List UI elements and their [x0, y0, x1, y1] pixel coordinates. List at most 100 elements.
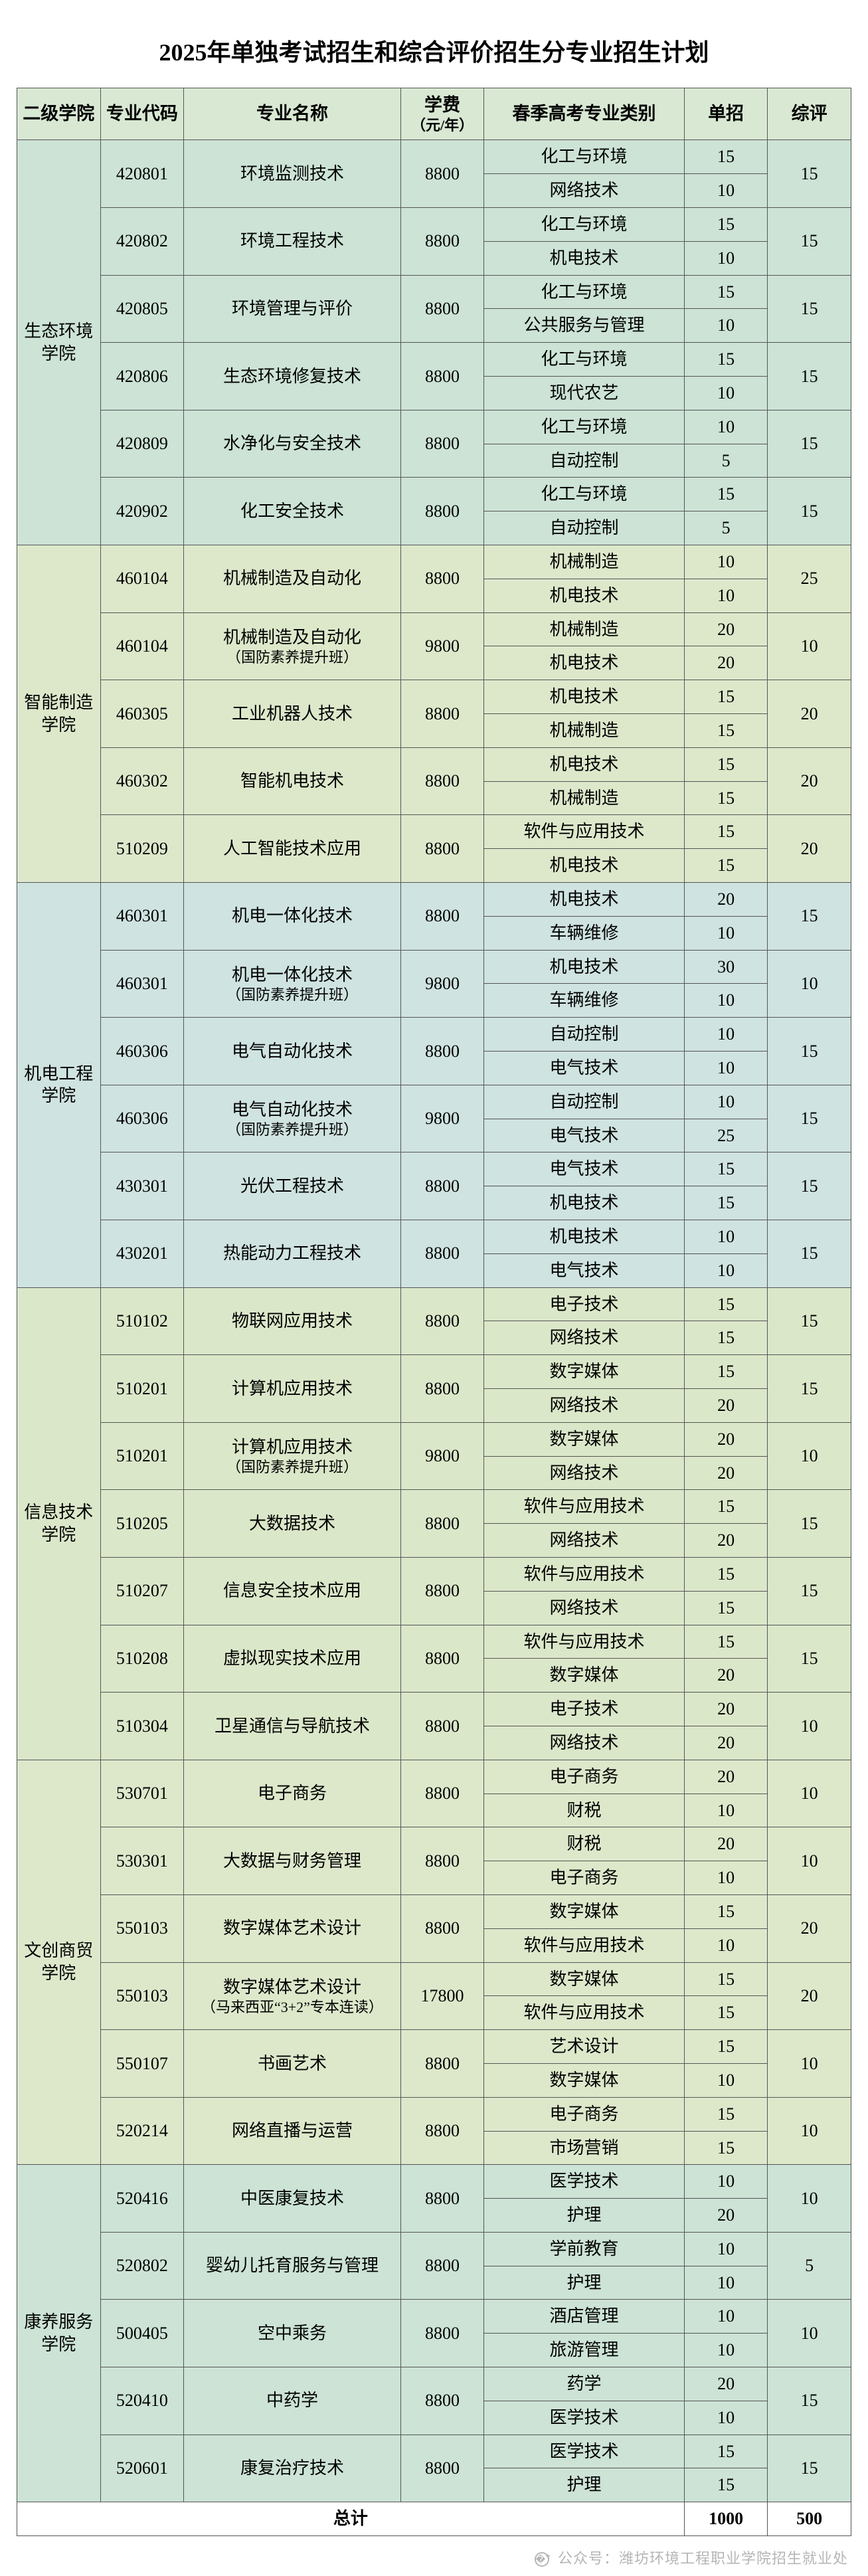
cell-category: 自动控制: [484, 1085, 684, 1119]
cell-category: 现代农艺: [484, 377, 684, 411]
cell-single: 10: [684, 579, 768, 612]
table-row: 430201热能动力工程技术8800机电技术1015: [17, 1220, 851, 1253]
cell-major-name: 环境监测技术: [184, 140, 401, 208]
cell-code: 420801: [100, 140, 184, 208]
cell-college: 机电工程学院: [17, 883, 101, 1288]
cell-category: 数字媒体: [484, 1422, 684, 1456]
cell-code: 420809: [100, 410, 184, 478]
cell-category: 机电技术: [484, 950, 684, 984]
cell-single: 10: [684, 2334, 768, 2367]
cell-total-comp: 500: [768, 2502, 851, 2536]
cell-fee: 8800: [400, 1355, 484, 1423]
cell-fee: 8800: [400, 1220, 484, 1287]
cell-major-name: 计算机应用技术（国防素养提升班）: [184, 1422, 401, 1490]
cell-category: 软件与应用技术: [484, 1557, 684, 1591]
cell-comp: 10: [768, 1693, 851, 1760]
cell-single: 10: [684, 1253, 768, 1287]
cell-comp: 10: [768, 1422, 851, 1490]
cell-fee: 8800: [400, 747, 484, 815]
cell-fee: 8800: [400, 2030, 484, 2098]
cell-single: 10: [684, 241, 768, 275]
cell-comp: 10: [768, 2165, 851, 2233]
cell-single: 15: [684, 680, 768, 714]
cell-code: 520410: [100, 2367, 184, 2435]
cell-single: 25: [684, 1119, 768, 1152]
cell-fee: 8800: [400, 2097, 484, 2165]
table-row: 510201计算机应用技术8800数字媒体1515: [17, 1355, 851, 1389]
cell-category: 市场营销: [484, 2131, 684, 2165]
table-row: 420805环境管理与评价8800化工与环境1515: [17, 275, 851, 309]
cell-comp: 15: [768, 1152, 851, 1220]
cell-category: 车辆维修: [484, 984, 684, 1018]
cell-single: 15: [684, 1962, 768, 1996]
table-row: 420809水净化与安全技术8800化工与环境1015: [17, 410, 851, 444]
table-row: 530301大数据与财务管理8800财税2010: [17, 1827, 851, 1861]
page-container: 2025年单独考试招生和综合评价招生分专业招生计划 二级学院 专业代码 专业名称…: [0, 0, 868, 2576]
cell-major-name: 大数据与财务管理: [184, 1827, 401, 1895]
cell-single: 15: [684, 2468, 768, 2502]
cell-fee: 8800: [400, 478, 484, 545]
cell-category: 机电技术: [484, 579, 684, 612]
cell-comp: 20: [768, 747, 851, 815]
cell-total-single: 1000: [684, 2502, 768, 2536]
cell-comp: 25: [768, 545, 851, 613]
cell-fee: 8800: [400, 2435, 484, 2502]
table-row: 520214网络直播与运营8800电子商务1510: [17, 2097, 851, 2131]
cell-comp: 10: [768, 2300, 851, 2367]
table-row: 510209人工智能技术应用8800软件与应用技术1520: [17, 815, 851, 849]
table-row: 520802婴幼儿托育服务与管理8800学前教育105: [17, 2232, 851, 2266]
cell-single: 10: [684, 984, 768, 1018]
cell-major-name: 化工安全技术: [184, 478, 401, 545]
table-row: 智能制造学院460104机械制造及自动化8800机械制造1025: [17, 545, 851, 579]
table-row: 460306电气自动化技术8800自动控制1015: [17, 1018, 851, 1052]
cell-comp: 15: [768, 1085, 851, 1152]
cell-fee: 8800: [400, 680, 484, 748]
cell-category: 电子技术: [484, 1287, 684, 1321]
cell-single: 10: [684, 309, 768, 343]
wechat-icon: �՞: [535, 2552, 549, 2567]
cell-category: 护理: [484, 2266, 684, 2300]
cell-major-name: 书画艺术: [184, 2030, 401, 2098]
cell-single: 15: [684, 1591, 768, 1625]
cell-code: 510102: [100, 1287, 184, 1355]
cell-comp: 20: [768, 1894, 851, 1962]
cell-single: 15: [684, 275, 768, 309]
cell-comp: 15: [768, 1018, 851, 1085]
cell-single: 10: [684, 2063, 768, 2097]
cell-category: 医学技术: [484, 2435, 684, 2468]
cell-code: 550107: [100, 2030, 184, 2098]
cell-major-name: 工业机器人技术: [184, 680, 401, 748]
cell-category: 数字媒体: [484, 1894, 684, 1928]
cell-category: 软件与应用技术: [484, 815, 684, 849]
cell-single: 20: [684, 1456, 768, 1490]
cell-college: 康养服务学院: [17, 2165, 101, 2502]
cell-major-name: 水净化与安全技术: [184, 410, 401, 478]
cell-major-name: 机械制造及自动化（国防素养提升班）: [184, 612, 401, 680]
cell-fee: 8800: [400, 140, 484, 208]
cell-code: 460305: [100, 680, 184, 748]
watermark-text: 公众号：潍坊环境工程职业学院招生就业处: [558, 2550, 848, 2567]
cell-category: 电子技术: [484, 1693, 684, 1726]
cell-single: 10: [684, 1085, 768, 1119]
cell-single: 20: [684, 612, 768, 646]
cell-single: 20: [684, 1524, 768, 1558]
cell-single: 10: [684, 916, 768, 950]
cell-single: 20: [684, 1693, 768, 1726]
table-row: 550103数字媒体艺术设计8800数字媒体1520: [17, 1894, 851, 1928]
cell-single: 15: [684, 2435, 768, 2468]
cell-code: 420805: [100, 275, 184, 343]
cell-single: 15: [684, 1321, 768, 1355]
cell-fee: 8800: [400, 1018, 484, 1085]
cell-category: 护理: [484, 2468, 684, 2502]
cell-college: 文创商贸学院: [17, 1760, 101, 2165]
cell-major-name: 虚拟现实技术应用: [184, 1625, 401, 1693]
cell-single: 15: [684, 1355, 768, 1389]
table-row: 420802环境工程技术8800化工与环境1515: [17, 208, 851, 242]
cell-code: 460306: [100, 1085, 184, 1152]
cell-major-name: 空中乘务: [184, 2300, 401, 2367]
table-row: 510201计算机应用技术（国防素养提升班）9800数字媒体2010: [17, 1422, 851, 1456]
cell-fee: 8800: [400, 1894, 484, 1962]
cell-fee: 8800: [400, 1625, 484, 1693]
cell-single: 10: [684, 377, 768, 411]
table-row-total: 总计1000500: [17, 2502, 851, 2536]
